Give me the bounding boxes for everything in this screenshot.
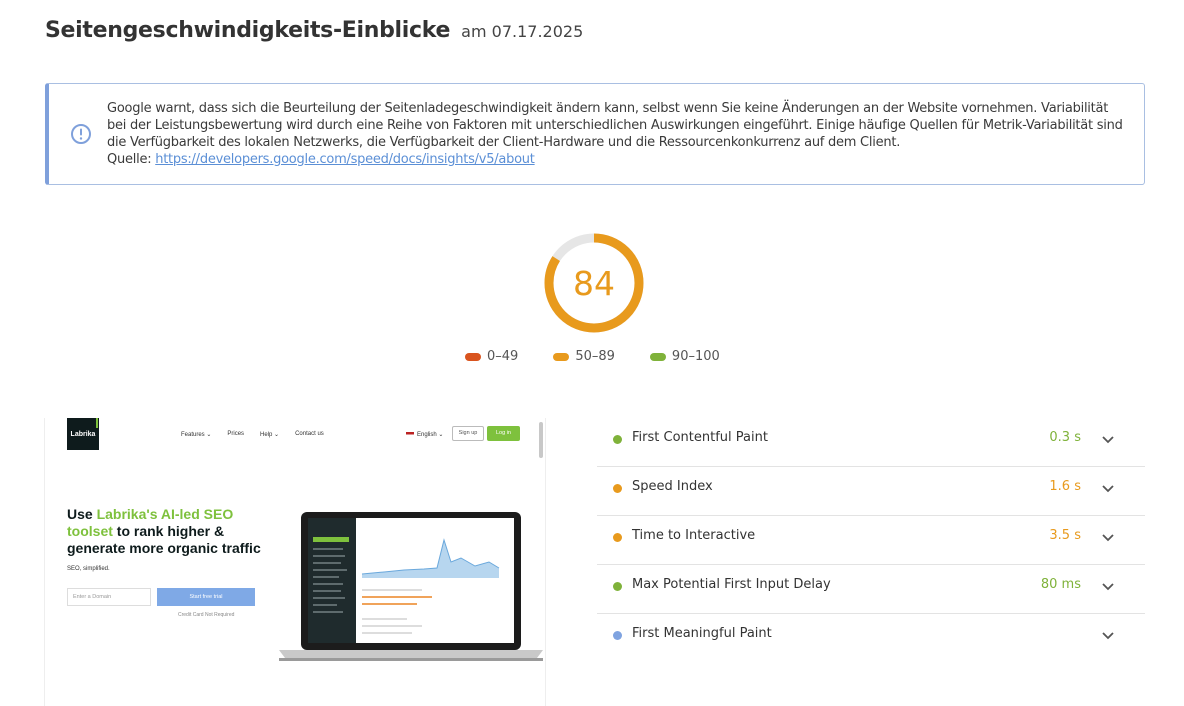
flag-icon [406,431,414,437]
page-header: Seitengeschwindigkeits-Einblicke am 07.1… [45,18,583,43]
legend-item-poor: 0–49 [465,349,518,364]
metric-name: Max Potential First Input Delay [632,577,831,592]
thumbnail-headline: Use Labrika's AI-led SEO toolset to rank… [67,506,277,557]
legend-item-good: 90–100 [649,349,720,364]
metric-value: 0.3 s [1049,430,1081,445]
thumbnail-language: English ⌄ [406,431,443,438]
chevron-down-icon[interactable] [1101,630,1115,640]
metric-name: Speed Index [632,479,713,494]
metric-row-tti[interactable]: Time to Interactive 3.5 s [597,516,1145,565]
legend-label-poor: 0–49 [487,349,519,364]
performance-score-gauge [544,233,644,333]
laptop-illustration [279,512,543,661]
metric-row-speed-index[interactable]: Speed Index 1.6 s [597,467,1145,516]
info-icon [71,124,91,144]
metric-status-dot [613,435,622,444]
metric-value: 3.5 s [1049,528,1081,543]
page-title: Seitengeschwindigkeits-Einblicke [45,18,451,43]
labrika-logo: Labrika [67,418,99,450]
score-legend: 0–49 50–89 90–100 [465,349,755,364]
legend-swatch-average [553,352,570,361]
thumbnail-nav: Features ⌄ Prices Help ⌄ Contact us [181,431,340,438]
notice-body: Google warnt, dass sich die Beurteilung … [107,100,1127,168]
headline-suffix: to rank higher & generate more organic t… [67,523,261,556]
legend-item-average: 50–89 [553,349,615,364]
metric-value: 80 ms [1040,577,1081,592]
metric-status-dot [613,631,622,640]
score-arc [544,233,644,333]
nav-prices: Prices [227,431,245,437]
notice-text: Google warnt, dass sich die Beurteilung … [107,101,1123,150]
language-label: English ⌄ [417,432,444,438]
metric-status-dot [613,582,622,591]
legend-label-average: 50–89 [575,349,615,364]
performance-score-value: 84 [573,263,615,303]
chevron-down-icon[interactable] [1101,483,1115,493]
thumbnail-domain-input: Enter a Domain [67,588,151,606]
metric-name: Time to Interactive [632,528,756,543]
metric-status-dot [613,533,622,542]
headline-prefix: Use [67,506,97,522]
page-screenshot-thumbnail: Labrika Features ⌄ Prices Help ⌄ Contact… [44,418,546,706]
headline-highlight: Labrika's AI-led SEO toolset [67,506,234,539]
chevron-down-icon[interactable] [1101,434,1115,444]
chevron-down-icon[interactable] [1101,581,1115,591]
metric-status-dot [613,484,622,493]
variability-notice: Google warnt, dass sich die Beurteilung … [45,83,1145,185]
metric-value: 1.6 s [1049,479,1081,494]
legend-label-good: 90–100 [671,349,720,364]
thumbnail-scrollbar[interactable] [539,422,543,458]
nav-features: Features ⌄ [181,432,212,438]
legend-swatch-good [649,352,666,361]
legend-swatch-poor [465,352,481,361]
thumbnail-cta-button: Start free trial [157,588,255,606]
chevron-down-icon[interactable] [1101,532,1115,542]
metric-name: First Meaningful Paint [632,626,772,641]
metric-row-fmp[interactable]: First Meaningful Paint [597,614,1145,663]
report-date: am 07.17.2025 [461,22,584,41]
notice-source-label: Quelle: [107,152,152,167]
nav-contact: Contact us [295,431,324,437]
metric-name: First Contentful Paint [632,430,768,445]
nav-help: Help ⌄ [260,432,280,438]
logo-text: Labrika [70,431,96,438]
thumbnail-login-button: Log in [487,426,520,441]
metric-row-fcp[interactable]: First Contentful Paint 0.3 s [597,418,1145,467]
thumbnail-subtitle: SEO, simplified. [67,566,110,572]
metric-row-mpfid[interactable]: Max Potential First Input Delay 80 ms [597,565,1145,614]
thumbnail-note: Credit Card Not Required [178,612,235,618]
notice-source-link[interactable]: https://developers.google.com/speed/docs… [155,152,535,167]
thumbnail-signup-button: Sign up [452,426,484,441]
metrics-list: First Contentful Paint 0.3 s Speed Index… [597,418,1145,663]
logo-accent [96,418,98,428]
